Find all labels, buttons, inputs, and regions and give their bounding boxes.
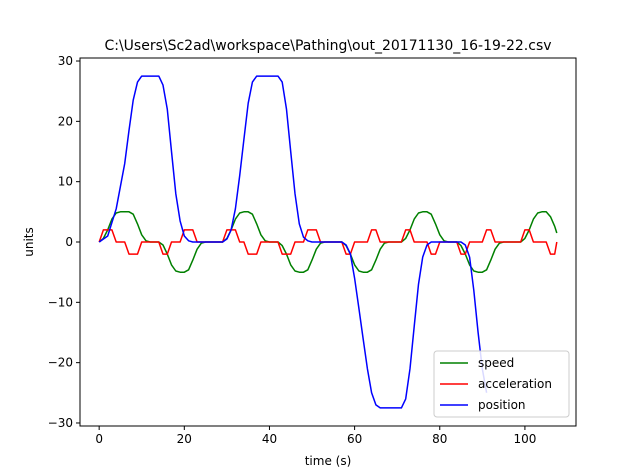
plot-lines: [98, 75, 558, 409]
y-tick-label: −30: [48, 416, 73, 430]
axis-ticks: 0 20 40 60 80 100 −30 −20 −10 0 10 20 30: [48, 54, 537, 446]
legend-label: position: [478, 398, 526, 412]
chart-title: C:\Users\Sc2ad\workspace\Pathing\out_201…: [104, 38, 551, 54]
y-tick-label: 0: [65, 235, 73, 249]
y-axis-label: units: [22, 227, 36, 257]
x-tick-label: 100: [513, 432, 536, 446]
x-tick-label: 60: [347, 432, 362, 446]
y-tick-label: 10: [58, 175, 73, 189]
y-tick-label: 20: [58, 114, 73, 128]
x-axis-label: time (s): [305, 454, 352, 468]
y-tick-label: −20: [48, 356, 73, 370]
legend: speed acceleration position: [433, 350, 570, 418]
x-tick-label: 80: [432, 432, 447, 446]
x-tick-label: 40: [262, 432, 277, 446]
series-line-position: [98, 75, 488, 409]
x-tick-label: 20: [177, 432, 192, 446]
legend-label: acceleration: [478, 377, 552, 391]
y-tick-label: −10: [48, 295, 73, 309]
x-tick-label: 0: [95, 432, 103, 446]
legend-box: [433, 350, 570, 418]
y-tick-label: 30: [58, 54, 73, 68]
legend-label: speed: [478, 356, 514, 370]
